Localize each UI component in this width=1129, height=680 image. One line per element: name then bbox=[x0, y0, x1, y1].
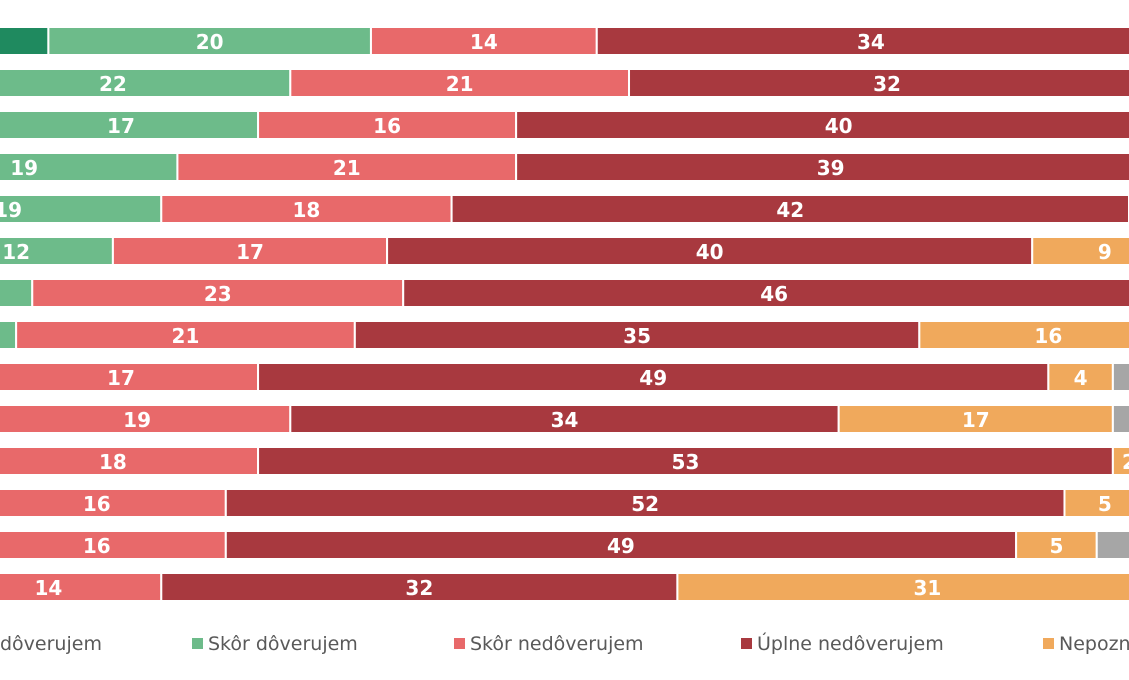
bar-segment bbox=[176, 152, 518, 182]
legend-swatch bbox=[192, 638, 203, 649]
value-label: 19 bbox=[0, 198, 22, 222]
bar-segment bbox=[160, 572, 679, 602]
value-label: 49 bbox=[607, 534, 635, 558]
bar-segment bbox=[628, 68, 1129, 98]
value-label: 5 bbox=[1049, 534, 1063, 558]
value-label: 16 bbox=[83, 534, 111, 558]
legend-label: Nepozn bbox=[1059, 633, 1129, 655]
value-label: 14 bbox=[34, 576, 62, 600]
bar-segment bbox=[47, 26, 372, 56]
bar-segment bbox=[224, 488, 1066, 518]
bar-segment bbox=[386, 236, 1034, 266]
legend-label: Úplne nedôverujem bbox=[757, 631, 944, 655]
legend-swatch bbox=[741, 638, 752, 649]
value-label: 49 bbox=[639, 366, 667, 390]
value-label: 16 bbox=[373, 114, 401, 138]
value-label: 5 bbox=[1098, 492, 1112, 516]
value-label: 32 bbox=[873, 72, 901, 96]
value-label: 9 bbox=[1098, 240, 1112, 264]
value-label: 17 bbox=[107, 366, 135, 390]
bar-segment bbox=[0, 194, 163, 224]
value-label: 23 bbox=[204, 282, 232, 306]
value-label: 18 bbox=[293, 198, 321, 222]
bar-segment bbox=[0, 572, 163, 602]
value-label: 19 bbox=[10, 156, 38, 180]
bar-segment bbox=[0, 68, 292, 98]
bar-segment bbox=[353, 320, 921, 350]
bar-segment bbox=[289, 68, 631, 98]
bar-segment bbox=[515, 110, 1129, 140]
value-label: 17 bbox=[107, 114, 135, 138]
value-label: 34 bbox=[551, 408, 579, 432]
value-label: 32 bbox=[405, 576, 433, 600]
bar-segment bbox=[369, 26, 598, 56]
value-label: 21 bbox=[172, 324, 200, 348]
bar-segment bbox=[1095, 530, 1129, 560]
legend-swatch bbox=[1043, 638, 1054, 649]
bar-segment bbox=[160, 194, 453, 224]
bar-segment bbox=[257, 110, 518, 140]
value-label: 46 bbox=[760, 282, 788, 306]
bar-segment bbox=[1111, 446, 1129, 476]
bar-segment bbox=[1047, 362, 1114, 392]
bar-segment bbox=[1111, 404, 1129, 434]
value-label: 18 bbox=[99, 450, 127, 474]
bar-segment bbox=[0, 110, 260, 140]
value-label: 40 bbox=[825, 114, 853, 138]
value-label: 17 bbox=[236, 240, 264, 264]
value-label: 12 bbox=[2, 240, 30, 264]
bar-segment bbox=[0, 278, 34, 308]
value-label: 52 bbox=[631, 492, 659, 516]
value-label: 53 bbox=[672, 450, 700, 474]
legend-label: Skôr dôverujem bbox=[208, 633, 358, 655]
bar-segment bbox=[0, 362, 260, 392]
value-label: 22 bbox=[99, 72, 127, 96]
legend-swatch bbox=[454, 638, 465, 649]
value-label: 21 bbox=[446, 72, 474, 96]
value-label: 40 bbox=[696, 240, 724, 264]
value-label: 34 bbox=[857, 30, 885, 54]
value-label: 2 bbox=[1122, 450, 1129, 474]
bar-segment bbox=[918, 320, 1129, 350]
bar-segment bbox=[0, 26, 50, 56]
value-label: 17 bbox=[962, 408, 990, 432]
bar-segment bbox=[0, 446, 260, 476]
bar-segment bbox=[676, 572, 1129, 602]
value-label: 4 bbox=[1074, 366, 1088, 390]
bar-segment bbox=[289, 404, 840, 434]
bar-segment bbox=[1063, 488, 1129, 518]
bar-segment bbox=[0, 236, 114, 266]
bar-segment bbox=[0, 320, 18, 350]
value-label: 14 bbox=[470, 30, 498, 54]
bar-segment bbox=[1031, 236, 1129, 266]
value-label: 21 bbox=[333, 156, 361, 180]
legend-label: dôverujem bbox=[0, 633, 102, 655]
value-label: 20 bbox=[196, 30, 224, 54]
value-label: 19 bbox=[123, 408, 151, 432]
value-label: 42 bbox=[776, 198, 804, 222]
value-label: 16 bbox=[1034, 324, 1062, 348]
bar-segment bbox=[0, 488, 227, 518]
value-label: 39 bbox=[817, 156, 845, 180]
value-label: 16 bbox=[83, 492, 111, 516]
bar-segment bbox=[0, 530, 227, 560]
bar-segment bbox=[31, 278, 405, 308]
bar-segment bbox=[515, 152, 1129, 182]
bar-segment bbox=[1111, 362, 1129, 392]
bar-segment bbox=[595, 26, 1129, 56]
legend-label: Skôr nedôverujem bbox=[470, 633, 644, 655]
bar-segment bbox=[257, 362, 1050, 392]
value-label: 31 bbox=[913, 576, 941, 600]
bar-segment bbox=[402, 278, 1129, 308]
value-label: 35 bbox=[623, 324, 651, 348]
bar-segment bbox=[450, 194, 1129, 224]
